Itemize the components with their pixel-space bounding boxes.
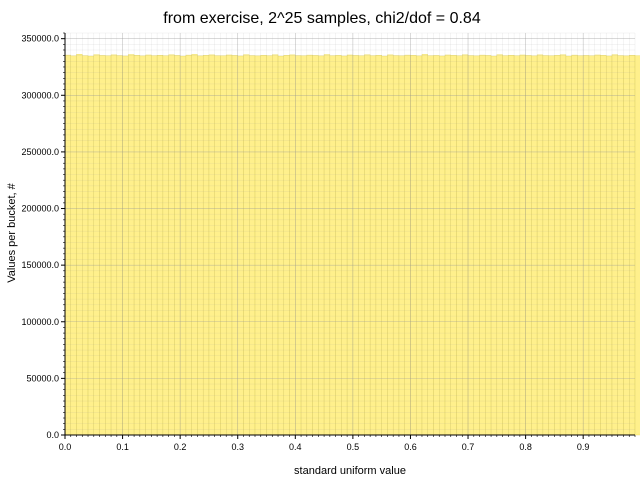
histogram-bar	[594, 54, 601, 436]
x-tick-label: 0.9	[577, 442, 590, 452]
histogram-bar	[559, 54, 567, 436]
histogram-bar	[249, 55, 256, 436]
histogram-bar	[462, 54, 469, 436]
x-tick-label: 0.1	[116, 442, 129, 452]
y-tick-label: 50000.0	[26, 373, 59, 383]
histogram-bar	[467, 55, 474, 436]
histogram-bar	[496, 54, 503, 436]
histogram-bar	[145, 54, 152, 436]
histogram-bar	[306, 54, 313, 436]
x-tick-label: 0.2	[174, 442, 187, 452]
x-tick-label: 0.8	[519, 442, 532, 452]
histogram-bar	[76, 54, 83, 436]
histogram-bar	[208, 54, 215, 436]
x-tick-label: 0.6	[404, 442, 417, 452]
y-tick-label: 250000.0	[21, 147, 59, 157]
histogram-bar	[617, 55, 624, 436]
y-axis-label: Values per bucket, #	[6, 182, 18, 282]
histogram-bar	[404, 54, 411, 436]
histogram-bar	[611, 54, 618, 436]
histogram-bar	[323, 54, 331, 436]
y-axis-ticks: 0.0 50000.0 100000.0 150000.0 200000.0 250000…	[21, 32, 65, 440]
histogram-bar	[168, 54, 175, 436]
histogram-bar	[110, 54, 118, 436]
chart-title: from exercise, 2^25 samples, chi2/dof = …	[163, 10, 481, 27]
histogram-bar	[634, 55, 640, 436]
histogram-bar	[444, 54, 451, 436]
histogram-bar	[542, 55, 549, 436]
axes	[64, 33, 635, 436]
x-axis-ticks: 0.0 0.1 0.2 0.3 0.4 0.5 0.6 0.7 0.8 0.9	[59, 435, 636, 452]
histogram-bar	[93, 54, 100, 436]
y-tick-label: 150000.0	[21, 260, 59, 270]
histogram-bar	[519, 54, 526, 436]
histogram-bar	[185, 54, 192, 436]
histogram-bar	[295, 55, 302, 436]
histogram-bar	[346, 54, 354, 436]
histogram-bar	[392, 55, 400, 436]
histogram-bar	[226, 54, 233, 436]
histogram-bar	[479, 54, 486, 436]
y-tick-label: 200000.0	[21, 204, 59, 214]
y-tick-label: 300000.0	[21, 90, 59, 100]
x-tick-label: 0.3	[231, 442, 244, 452]
x-tick-label: 0.7	[462, 442, 475, 452]
histogram-bar	[364, 54, 371, 436]
histogram-bar	[387, 54, 394, 436]
x-tick-label: 0.4	[289, 442, 302, 452]
y-tick-label: 0.0	[46, 430, 59, 440]
histogram-bar	[289, 54, 296, 436]
histogram-bar	[571, 54, 578, 436]
x-tick-label: 0.5	[347, 442, 360, 452]
y-tick-label: 100000.0	[21, 317, 59, 327]
histogram-bar	[191, 54, 198, 436]
histogram-bar	[421, 54, 428, 436]
y-tick-label: 350000.0	[21, 34, 59, 44]
x-axis-label: standard uniform value	[294, 465, 406, 477]
x-tick-label: 0.0	[59, 442, 72, 452]
histogram-bar	[272, 54, 279, 436]
histogram-bar	[64, 54, 71, 436]
histogram-bar	[243, 54, 250, 436]
histogram-bar	[116, 55, 123, 436]
histogram-bar	[128, 54, 135, 436]
grid-lines	[64, 32, 636, 436]
histogram-bar	[536, 54, 544, 436]
